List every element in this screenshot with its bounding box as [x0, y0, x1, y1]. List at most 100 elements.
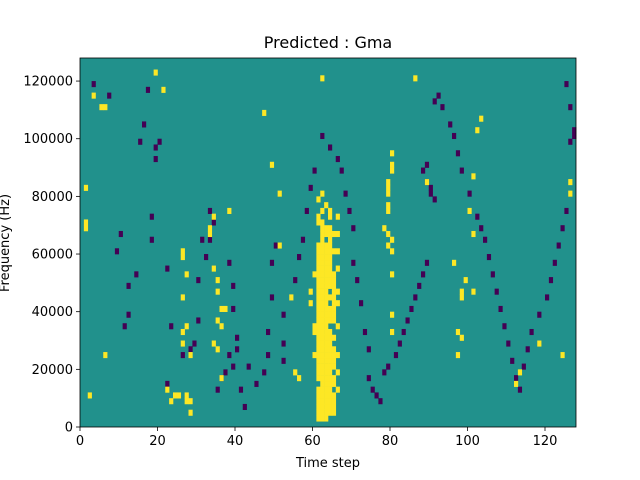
heatmap-cell-low	[556, 242, 561, 249]
heatmap-cell-high	[328, 386, 333, 393]
heatmap-cell-high	[328, 398, 333, 405]
heatmap-cell-high	[320, 380, 325, 387]
heatmap-cell-low	[537, 311, 542, 318]
heatmap-cell-high	[324, 380, 329, 387]
heatmap-cell-high	[413, 75, 418, 82]
heatmap-cell-high	[331, 392, 337, 399]
y-axis-label: Frequency (Hz)	[0, 194, 13, 292]
heatmap-cell-high	[207, 230, 213, 238]
heatmap-cell-high	[316, 352, 321, 359]
heatmap-cell-low	[138, 138, 143, 145]
heatmap-cell-high	[324, 363, 329, 370]
heatmap-cell-low	[386, 363, 391, 370]
chart-title: Predicted : Gma	[264, 33, 392, 52]
heatmap-cell-low	[266, 328, 271, 336]
heatmap-cell-low	[320, 132, 325, 140]
heatmap-cell-high	[459, 334, 464, 341]
heatmap-cell-high	[320, 415, 325, 422]
heatmap-cell-high	[459, 288, 464, 295]
heatmap-cell-high	[320, 375, 325, 382]
heatmap-cell-low	[409, 305, 414, 312]
heatmap-cell-high	[215, 346, 220, 353]
heatmap-cell-high	[328, 352, 333, 359]
y-tick-label: 60000	[32, 248, 73, 263]
heatmap-cell-high	[324, 317, 329, 324]
heatmap-cell-high	[471, 173, 476, 180]
heatmap-cell-high	[328, 380, 333, 387]
heatmap-cell-high	[316, 375, 321, 382]
heatmap-cell-high	[390, 248, 395, 255]
heatmap-cell-high	[331, 375, 337, 382]
heatmap-cell-low	[362, 328, 368, 336]
heatmap-cell-low	[269, 259, 275, 266]
heatmap-cell-low	[351, 259, 356, 266]
heatmap-cell-low	[568, 104, 573, 111]
heatmap-cell-high	[316, 294, 321, 301]
heatmap-cell-low	[281, 340, 286, 347]
heatmap-cell-high	[316, 305, 321, 312]
heatmap-cell-high	[324, 328, 329, 336]
heatmap-cell-high	[320, 248, 325, 255]
heatmap-cell-low	[545, 294, 550, 301]
heatmap-cell-high	[324, 403, 329, 411]
heatmap-cell-high	[320, 386, 325, 393]
heatmap-cell-low	[231, 282, 236, 289]
heatmap-cell-high	[99, 104, 104, 111]
heatmap-cell-low	[448, 121, 453, 128]
heatmap-cell-high	[320, 236, 325, 243]
heatmap-cell-low	[552, 259, 557, 266]
heatmap-cell-high	[331, 271, 337, 278]
heatmap-cell-low	[114, 248, 120, 255]
heatmap-cell-high	[320, 265, 325, 272]
heatmap-cell-low	[192, 340, 197, 347]
heatmap-cell-high	[324, 225, 329, 232]
heatmap-cell-high	[331, 317, 337, 324]
heatmap-cell-high	[324, 375, 329, 382]
heatmap-cell-low	[432, 196, 437, 203]
heatmap-cell-low	[180, 352, 185, 359]
heatmap-cell-high	[331, 311, 337, 318]
heatmap-cell-high	[328, 334, 333, 341]
heatmap-cell-low	[200, 236, 205, 243]
heatmap-cell-high	[328, 305, 333, 312]
heatmap-cell-low	[475, 213, 480, 220]
heatmap-cell-low	[231, 363, 236, 370]
heatmap-cell-low	[467, 190, 472, 197]
heatmap-cell-high	[328, 392, 333, 399]
heatmap-cell-high	[324, 248, 329, 255]
heatmap-cell-low	[428, 190, 433, 197]
heatmap-cell-high	[207, 225, 213, 232]
heatmap-cell-high	[328, 248, 333, 255]
heatmap-cell-low	[235, 346, 240, 353]
heatmap-cell-low	[204, 254, 209, 261]
heatmap-cell-low	[343, 190, 348, 197]
heatmap-cell-low	[149, 236, 154, 243]
heatmap-cell-high	[316, 415, 321, 422]
heatmap-cell-low	[262, 369, 267, 376]
heatmap-cell-high	[320, 282, 325, 289]
heatmap-cell-low	[134, 271, 139, 278]
heatmap-cell-low	[517, 386, 523, 393]
heatmap-cell-high	[386, 190, 391, 197]
heatmap-cell-high	[328, 409, 333, 416]
heatmap-cell-high	[180, 248, 185, 255]
heatmap-cell-high	[335, 248, 340, 255]
heatmap-cell-high	[83, 184, 89, 191]
heatmap-cell-low	[572, 127, 577, 134]
heatmap-cell-high	[324, 386, 329, 393]
heatmap-cell-high	[188, 352, 193, 359]
heatmap-cell-high	[328, 271, 333, 278]
y-tick-label: 0	[65, 421, 73, 436]
heatmap-cell-low	[211, 219, 216, 226]
heatmap-cell-high	[316, 248, 321, 255]
heatmap-cell-low	[149, 213, 154, 220]
heatmap-cell-high	[467, 207, 472, 214]
heatmap-cell-high	[277, 242, 282, 249]
heatmap-cell-high	[219, 375, 224, 382]
heatmap-cell-high	[328, 311, 333, 318]
heatmap-cell-high	[328, 259, 333, 266]
heatmap-cell-low	[568, 138, 573, 145]
heatmap-cell-low	[207, 207, 213, 214]
heatmap-cell-low	[91, 81, 96, 88]
heatmap-cell-high	[184, 398, 189, 405]
